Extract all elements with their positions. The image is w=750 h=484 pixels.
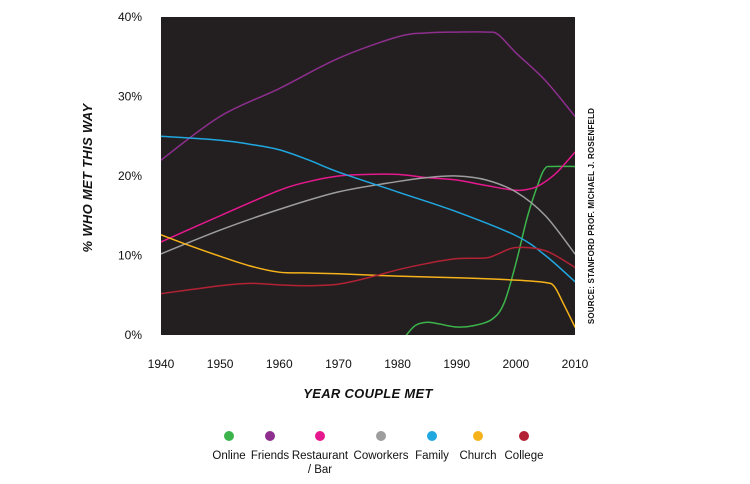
- legend-marker-family: [427, 431, 437, 441]
- legend-label-college: College: [505, 450, 544, 462]
- series-line-friends: [161, 31, 575, 161]
- x-tick-label: 1950: [207, 357, 234, 371]
- x-tick-label: 1980: [384, 357, 411, 371]
- legend-label-coworkers: Coworkers: [354, 450, 409, 462]
- legend-marker-restaurant-bar: [315, 431, 325, 441]
- series-layer: [161, 31, 575, 335]
- series-line-church: [161, 234, 575, 328]
- x-tick-label: 1970: [325, 357, 352, 371]
- legend-marker-coworkers: [376, 431, 386, 441]
- x-tick-label: 1990: [443, 357, 470, 371]
- x-tick-label: 1940: [148, 357, 175, 371]
- source-note: SOURCE: STANFORD PROF. MICHAEL J. ROSENF…: [587, 108, 596, 324]
- y-axis: 0% 10% 20% 30% 40%: [118, 10, 142, 342]
- legend-marker-friends: [265, 431, 275, 441]
- y-tick-label: 40%: [118, 10, 142, 24]
- series-line-family: [161, 135, 575, 283]
- legend-label-online: Online: [212, 450, 245, 462]
- legend-label-church: Church: [459, 450, 496, 462]
- y-tick-label: 20%: [118, 169, 142, 183]
- legend-marker-online: [224, 431, 234, 441]
- series-line-coworkers: [161, 175, 575, 255]
- legend-marker-college: [519, 431, 529, 441]
- series-line-online: [405, 165, 575, 335]
- legend-label-restaurant-bar: Restaurant / Bar: [292, 450, 349, 476]
- legend-marker-church: [473, 431, 483, 441]
- series-line-college: [161, 246, 575, 295]
- y-tick-label: 30%: [118, 90, 142, 104]
- legend-label-friends: Friends: [251, 450, 290, 462]
- legend-label-family: Family: [415, 450, 449, 462]
- legend: Online Friends Restaurant / Bar Coworkers Fam…: [212, 431, 544, 476]
- x-tick-label: 2000: [503, 357, 530, 371]
- y-tick-label: 10%: [118, 249, 142, 263]
- plot-area: [161, 17, 575, 335]
- y-axis-title: % WHO MET THIS WAY: [80, 103, 95, 253]
- y-tick-label: 0%: [125, 328, 143, 342]
- x-axis-title: YEAR COUPLE MET: [303, 386, 433, 401]
- x-tick-label: 2010: [562, 357, 589, 371]
- x-tick-label: 1960: [266, 357, 293, 371]
- x-axis: 1940 1950 1960 1970 1980 1990 2000 2010: [148, 357, 589, 371]
